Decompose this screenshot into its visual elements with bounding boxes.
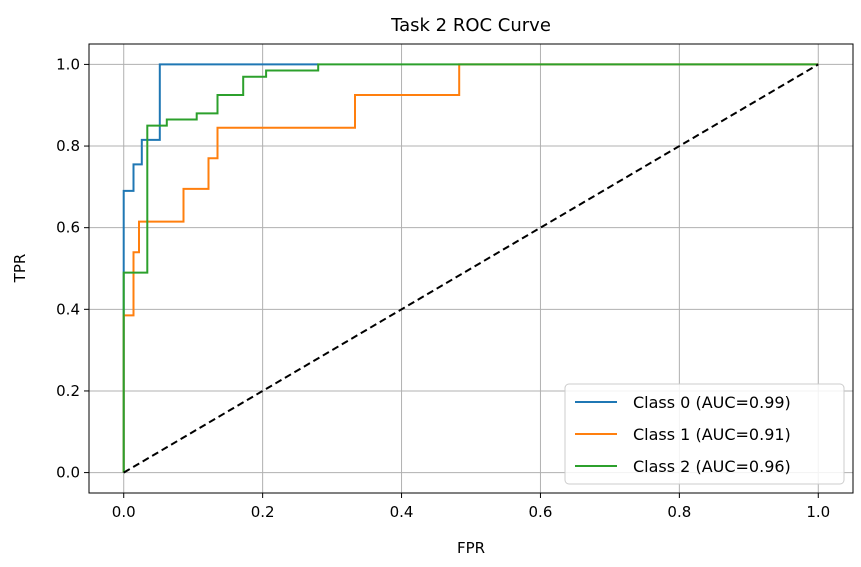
y-tick-label: 1.0 xyxy=(56,55,80,73)
legend: Class 0 (AUC=0.99) Class 1 (AUC=0.91) Clas… xyxy=(564,383,845,485)
ticks-layer: 0.0 0.2 0.4 0.6 0.8 1.0 0.0 0.2 0.4 0.6 0.8 1.0 xyxy=(56,55,830,521)
x-tick-label: 0.4 xyxy=(390,503,414,521)
x-tick-label: 1.0 xyxy=(806,503,830,521)
x-tick-label: 0.2 xyxy=(251,503,275,521)
x-axis-label: FPR xyxy=(457,539,485,557)
y-tick-label: 0.8 xyxy=(56,137,80,155)
legend-label: Class 0 (AUC=0.99) xyxy=(633,393,791,412)
plot-frame xyxy=(88,43,854,494)
x-tick-label: 0.8 xyxy=(667,503,691,521)
diagonal-reference-line xyxy=(123,63,819,474)
y-tick-label: 0.6 xyxy=(56,219,80,237)
lines-layer xyxy=(122,63,819,474)
legend-box xyxy=(564,383,845,485)
chart-title: Task 2 ROC Curve xyxy=(390,15,551,36)
legend-label: Class 1 (AUC=0.91) xyxy=(633,425,791,444)
x-tick-label: 0.0 xyxy=(112,503,136,521)
y-tick-label: 0.4 xyxy=(56,300,80,318)
y-axis-label: TPR xyxy=(11,254,29,284)
series-line-class-2 xyxy=(122,63,819,473)
series-line-class-0 xyxy=(122,63,319,473)
x-tick-label: 0.6 xyxy=(529,503,553,521)
y-tick-label: 0.2 xyxy=(56,382,80,400)
y-tick-label: 0.0 xyxy=(56,464,80,482)
legend-label: Class 2 (AUC=0.96) xyxy=(633,457,791,476)
